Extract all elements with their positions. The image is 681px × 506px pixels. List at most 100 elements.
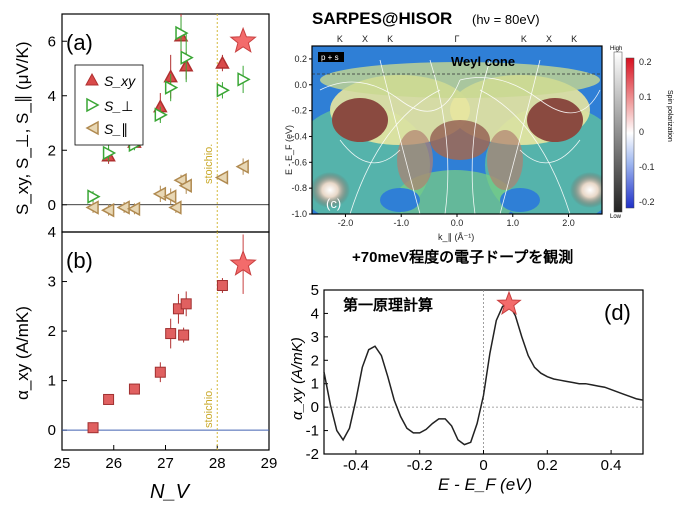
panel-c-inset-label: p + s [321,53,339,62]
panel-a-ylabel: S_xy, S_⊥, S_∥ (μV/K) [13,41,32,215]
band-line-6 [479,89,571,214]
panel-c-header-sub: (hν = 80eV) [472,12,540,27]
panel-d-star [496,290,522,315]
c-ytick-label-0: 0.2 [294,54,307,64]
d-ytick-label-1: 4 [311,305,319,322]
panel-c-annotation: Weyl cone [451,54,515,69]
a-point-s2-9 [214,170,229,185]
heatmap-dark-right [527,98,583,142]
a-point-s1-1 [102,145,117,161]
panel-d-xlabel: E - E_F (eV) [438,475,532,494]
c-top-label-1: X [362,34,368,44]
band-line-7 [339,139,401,164]
panel-c-caption: +70meV程度の電子ドープを観測 [352,248,573,266]
a-point-s2-5 [163,189,177,204]
panel-c-header-title: SARPES@HISOR [312,9,452,28]
c-top-label-2: K [387,34,393,44]
panel-c-heatmap [312,46,602,214]
band-line-3 [429,59,449,214]
c-xtick-label-2: 0.0 [451,218,464,228]
a-point-s1-5 [175,25,189,41]
panel-d: 5 4 3 2 1 0 -1 -2 -0.4 -0.2 0 0.2 0.4 第一原理計算 (d) α_… [289,282,644,494]
d-ytick-label-6: -1 [306,423,319,440]
b-star [229,249,257,276]
panel-b-yticks: 0 1 2 3 4 [48,224,67,439]
panel-c-yticks: 0.2 0.0 -0.2 -0.4 -0.6 -0.8 -1.0 [291,54,312,219]
b-point-3 [154,366,166,378]
a-point-s2-2 [116,200,130,215]
c-top-label-4: K [521,34,527,44]
a-ytick-label-0: 0 [48,197,56,214]
c-ytick-label-3: -0.4 [291,131,307,141]
panel-b-ylabel: α_xy (A/mK) [13,306,32,400]
panel-c-colorbar-ticks: 0.2 0.1 0 -0.1 -0.2 [639,57,655,207]
c-ytick-label-6: -1.0 [291,209,307,219]
c-ytick-label-2: -0.2 [291,106,307,116]
a-ytick-label-2: 4 [48,88,56,105]
b-point-6 [178,329,190,341]
a-star [229,26,257,53]
heatmap-hot-left [312,172,350,208]
a-point-s2-4 [152,186,167,202]
a-point-s1-0 [87,189,101,204]
c-top-label-6: K [571,34,577,44]
colorbar-tick-4: -0.2 [639,197,655,207]
panel-b: 0 1 2 3 4 25 26 27 28 29 stoichio. (b) α_xy (A/m… [13,224,277,503]
c-top-label-5: X [546,34,552,44]
c-ytick-label-5: -0.8 [291,183,307,193]
panel-c-xticks: -2.0 -1.0 0.0 1.0 2.0 [338,214,575,228]
d-ytick-label-7: -2 [306,446,319,463]
heatmap-hot-right [570,172,602,208]
b-point-4 [165,328,177,340]
colorbar-label: Spin polarization [666,90,673,142]
band-line-1 [319,79,461,112]
heatmap-mid-right [487,130,523,190]
c-ytick-label-1: 0.0 [294,80,307,90]
b-ytick-label-3: 3 [48,274,56,291]
d-xtick-label-0: -0.4 [343,457,369,474]
heatmap-band-lines [319,59,601,214]
a-point-s2-0 [85,200,99,215]
b-xtick-label-1: 26 [105,455,122,472]
legend-spar-marker [85,120,99,136]
a-point-s2-1 [101,202,115,218]
colorbar-high-label: High [610,46,622,52]
heatmap-dark-center [430,120,490,160]
panel-a-yticks: 0 2 4 6 [48,33,67,214]
panel-d-yticks: 5 4 3 2 1 0 -1 -2 [306,282,328,463]
legend-spar-label: S_∥ [104,121,128,137]
b-xtick-label-4: 29 [261,455,278,472]
legend-sxy-label: S_xy [104,73,136,89]
panel-d-title: 第一原理計算 [343,296,433,314]
panel-c: SARPES@HISOR (hν = 80eV) [284,9,673,266]
panel-d-xticks: -0.4 -0.2 0 0.2 0.4 [343,450,622,474]
panel-c-label: (c) [326,196,341,211]
band-line-8 [519,139,581,164]
b-point-1 [103,393,115,405]
b-point-7 [180,298,192,310]
a-ytick-label-1: 2 [48,142,56,159]
a-point-s2-3 [126,201,141,217]
a-point-s2-8 [178,178,192,193]
d-xtick-label-2: 0 [479,457,487,474]
b-point-0 [87,422,99,434]
heatmap-blue-right [500,188,540,212]
panel-b-marks [87,234,257,434]
heatmap-dark-left [332,98,388,142]
c-ytick-label-4: -0.6 [291,157,307,167]
a-point-s1-8 [237,72,251,87]
a-point-s1-6 [180,50,194,65]
d-ytick-label-0: 5 [311,282,319,299]
d-ytick-label-5: 0 [311,399,319,416]
panel-a: 0 2 4 6 stoichio. (a) S_xy S_⊥ S_∥ S_xy, S_… [13,13,270,233]
d-ytick-label-3: 2 [311,352,319,369]
d-star-marker [496,290,522,315]
panel-c-inset-box [318,52,344,62]
c-top-label-3: Γ [455,34,460,44]
panel-a-stoich-label: stoichio. [203,144,215,184]
c-xtick-label-1: -1.0 [393,218,409,228]
band-line-9 [379,59,421,214]
d-xtick-label-3: 0.2 [537,457,558,474]
